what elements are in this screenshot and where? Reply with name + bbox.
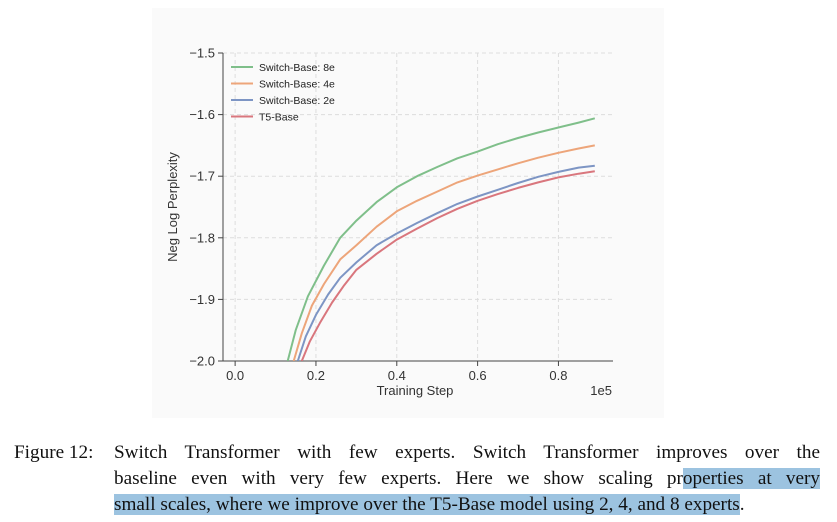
legend-label: Switch-Base: 2e xyxy=(259,95,335,107)
series-line-3 xyxy=(296,164,595,361)
figure-caption: Figure 12: Switch Transformer with few e… xyxy=(14,440,820,518)
line-chart: 0.0 0.2 0.4 0.6 0.8 −1.5 −1.6 −1.7 −1.8 −1.9 −2.0 T… xyxy=(165,46,613,398)
x-tick-label: 0.4 xyxy=(388,368,406,383)
caption-text-2-plain: baseline even with very few experts. Her… xyxy=(114,468,683,489)
y-tick-label: −1.7 xyxy=(189,169,215,184)
series-line-4 xyxy=(300,170,595,361)
series-line-2 xyxy=(292,144,595,361)
x-tick-label: 0.0 xyxy=(226,368,244,383)
caption-text-2: baseline even with very few experts. Her… xyxy=(114,466,820,492)
x-tick-label: 0.8 xyxy=(549,368,567,383)
x-tick-label: 0.2 xyxy=(307,368,325,383)
y-tick-label: −1.9 xyxy=(189,292,215,307)
legend-label: Switch-Base: 4e xyxy=(259,79,335,91)
legend-label: T5-Base xyxy=(259,112,299,124)
y-tick-label: −1.8 xyxy=(189,230,215,245)
caption-text-3-end: . xyxy=(739,494,745,515)
x-tick-label: 0.6 xyxy=(469,368,487,383)
y-tick-label: −2.0 xyxy=(189,354,215,369)
caption-text-1: Switch Transformer with few experts. Swi… xyxy=(114,442,820,463)
caption-highlight-2[interactable]: small scales, where we improve over the … xyxy=(114,494,740,515)
caption-highlight-1[interactable]: operties at very xyxy=(682,468,820,489)
caption-line-2: baseline even with very few experts. Her… xyxy=(14,466,820,492)
caption-text-3: small scales, where we improve over the … xyxy=(114,492,820,518)
y-tick-label: −1.5 xyxy=(189,46,215,61)
caption-line-1: Figure 12: Switch Transformer with few e… xyxy=(14,440,820,466)
caption-label: Figure 12: xyxy=(14,442,94,463)
x-axis-label: Training Step xyxy=(377,383,454,398)
figure-panel: 0.0 0.2 0.4 0.6 0.8 −1.5 −1.6 −1.7 −1.8 −1.9 −2.0 T… xyxy=(152,8,664,418)
caption-line-3: small scales, where we improve over the … xyxy=(14,492,820,518)
x-offset-label: 1e5 xyxy=(590,383,612,398)
y-axis-label: Neg Log Perplexity xyxy=(165,152,180,262)
y-tick-label: −1.6 xyxy=(189,107,215,122)
series-line-1 xyxy=(286,117,596,361)
legend-label: Switch-Base: 8e xyxy=(259,62,335,74)
